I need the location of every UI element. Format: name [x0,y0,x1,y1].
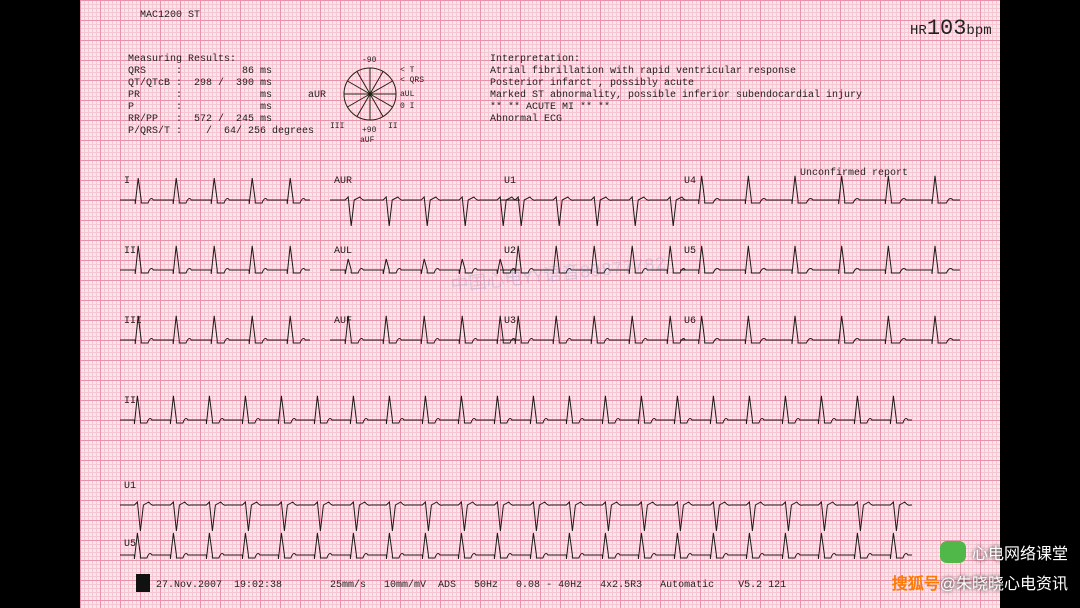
footer-text: 27.Nov.2007 19:02:38 25mm/s 10mm/mV ADS … [156,580,786,592]
svg-text:< T: < T [400,66,415,75]
svg-text:< QRS: < QRS [400,76,424,85]
hr-prefix: HR [910,23,927,39]
sohu-author: @朱晓晓心电资讯 [940,576,1068,593]
device-label: MAC1200 ST [140,10,200,22]
svg-text:aUL: aUL [400,90,415,99]
lead-label: AUR [334,176,352,187]
lead-label: AUF [334,316,352,327]
lead-label: U5 [124,539,136,550]
sohu-prefix: 搜狐号 [892,576,940,593]
lead-label: U4 [684,176,696,187]
calibration-mark [136,574,150,592]
svg-text:III: III [330,122,344,131]
lead-label: U3 [504,316,516,327]
hr-suffix: bpm [966,23,991,39]
lead-label: U1 [124,481,136,492]
lead-label: U5 [684,246,696,257]
lead-label: III [124,316,142,327]
lead-label: AUL [334,246,352,257]
lead-label: II [124,246,136,257]
interpretation-block: Interpretation: Atrial fibrillation with… [490,54,862,126]
measurements-block: Measuring Results: QRS : 86 ms QT/QTcB :… [128,54,326,138]
axis-wheel: -90 < T< QRS aUL 0 I II +90aUF III [309,33,431,155]
lead-label: II [124,396,136,407]
svg-text:II: II [388,122,398,131]
wechat-badge: 心电网络课堂 [940,540,1068,564]
lead-label: U2 [504,246,516,257]
lead-label: U1 [504,176,516,187]
svg-text:0 I: 0 I [400,102,414,111]
lead-label: U6 [684,316,696,327]
wechat-icon [940,541,966,563]
sohu-attribution: 搜狐号@朱晓晓心电资讯 [892,570,1068,594]
ecg-paper: MAC1200 ST HR103bpm Measuring Results: Q… [80,0,1000,608]
svg-text:aUF: aUF [360,136,375,145]
lead-label: I [124,176,130,187]
svg-text:+90: +90 [362,126,377,135]
wechat-text: 心电网络课堂 [972,540,1068,564]
svg-text:-90: -90 [362,56,377,65]
hr-value: 103 [927,16,967,41]
heart-rate: HR103bpm [910,16,992,41]
